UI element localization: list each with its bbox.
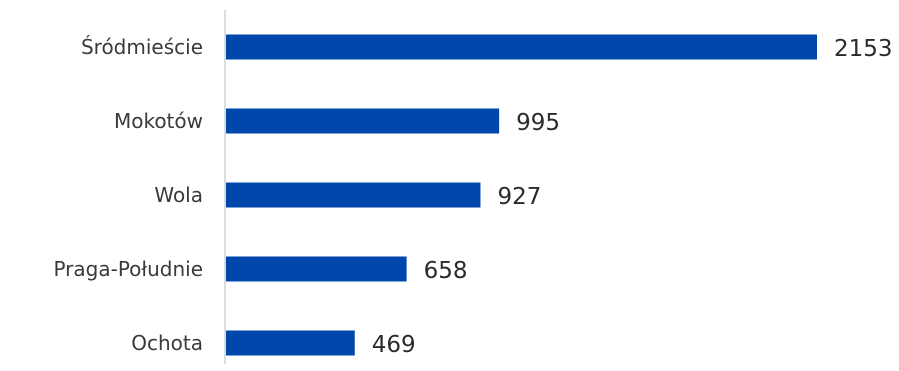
- category-label: Mokotów: [114, 109, 203, 133]
- bar-1: [226, 108, 500, 134]
- value-label: 927: [497, 184, 541, 210]
- bar-3: [226, 256, 407, 282]
- value-label: 2153: [834, 36, 893, 62]
- bar-2: [226, 182, 481, 208]
- category-label: Ochota: [131, 331, 203, 355]
- bar-4: [226, 330, 355, 356]
- value-label: 995: [516, 110, 560, 136]
- value-label: 658: [424, 258, 468, 284]
- category-labels-group: Śródmieście Mokotów Wola Praga-Południe Ocho…: [53, 35, 203, 355]
- value-labels-group: 2153 995 927 658 469: [372, 36, 893, 358]
- category-label: Praga-Południe: [53, 257, 203, 281]
- category-label: Śródmieście: [81, 35, 203, 59]
- bar-0: [226, 34, 817, 60]
- bars-group: [226, 34, 817, 356]
- category-label: Wola: [154, 183, 203, 207]
- value-label: 469: [372, 332, 416, 358]
